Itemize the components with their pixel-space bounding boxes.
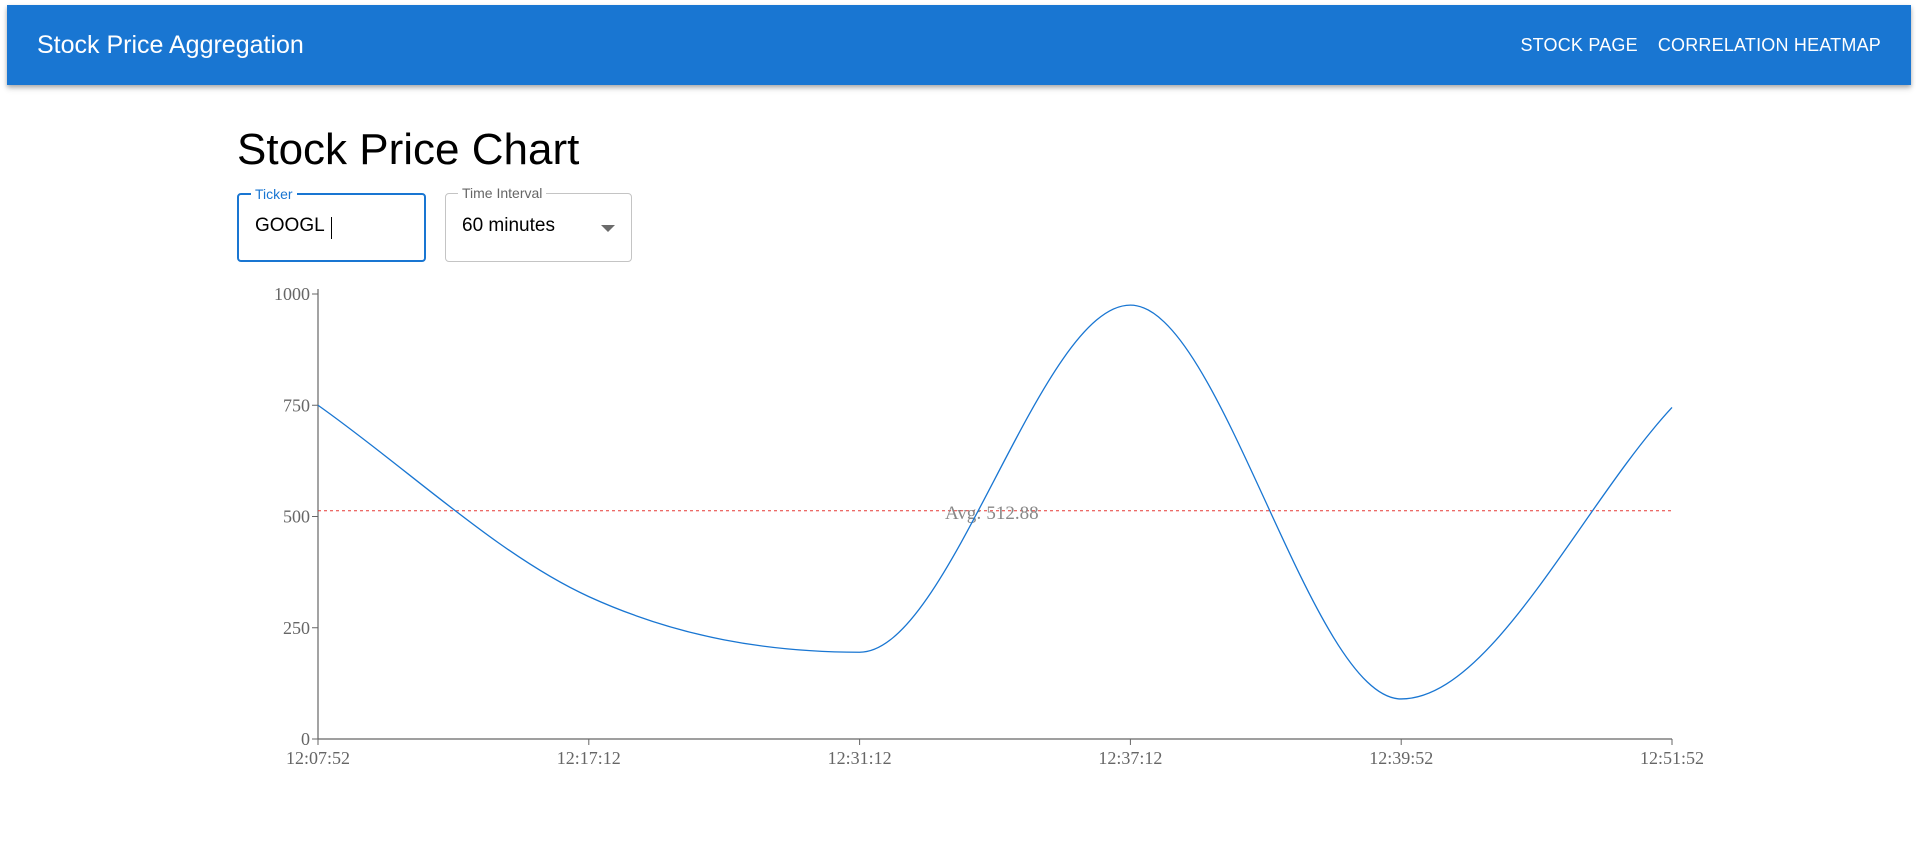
ticker-field[interactable]: Ticker: [237, 186, 426, 262]
page-title: Stock Price Chart: [237, 125, 580, 174]
time-interval-label: Time Interval: [458, 185, 547, 201]
y-tick-label: 0: [301, 729, 310, 749]
average-label: Avg: 512.88: [945, 503, 1039, 524]
x-tick-label: 12:37:12: [1098, 748, 1162, 768]
dropdown-arrow-icon[interactable]: [601, 225, 615, 232]
x-tick-label: 12:31:12: [828, 748, 892, 768]
nav-stock-page[interactable]: STOCK PAGE: [1520, 34, 1638, 55]
ticker-label: Ticker: [251, 186, 297, 202]
x-tick-label: 12:51:52: [1640, 748, 1704, 768]
main-content: Stock Price Chart: [237, 118, 579, 182]
ticker-input[interactable]: [255, 215, 405, 237]
price-line: [317, 304, 1673, 700]
time-interval-select[interactable]: Time Interval 60 minutes: [445, 185, 632, 262]
x-tick-label: 12:17:12: [557, 748, 621, 768]
app-title: Stock Price Aggregation: [37, 31, 304, 59]
average-reference-line: Avg: 512.88: [318, 503, 1672, 524]
time-interval-value: 60 minutes: [462, 215, 555, 236]
chart-axes: 0 250 500 750 1000 12:07:52 12:17:12 12:31:12 12…: [274, 284, 1704, 768]
x-tick-label: 12:39:52: [1369, 748, 1433, 768]
y-tick-label: 250: [283, 618, 310, 638]
y-tick-label: 1000: [274, 284, 310, 304]
nav-correlation-heatmap[interactable]: CORRELATION HEATMAP: [1657, 34, 1881, 55]
x-tick-label: 12:07:52: [286, 748, 350, 768]
y-tick-label: 500: [283, 507, 310, 527]
app-bar: Stock Price Aggregation STOCK PAGE CORRE…: [7, 5, 1911, 85]
price-series: [317, 304, 1673, 700]
y-tick-label: 750: [283, 395, 310, 415]
text-cursor: [331, 217, 332, 239]
nav-menu: STOCK PAGE CORRELATION HEATMAP: [1520, 5, 1881, 85]
